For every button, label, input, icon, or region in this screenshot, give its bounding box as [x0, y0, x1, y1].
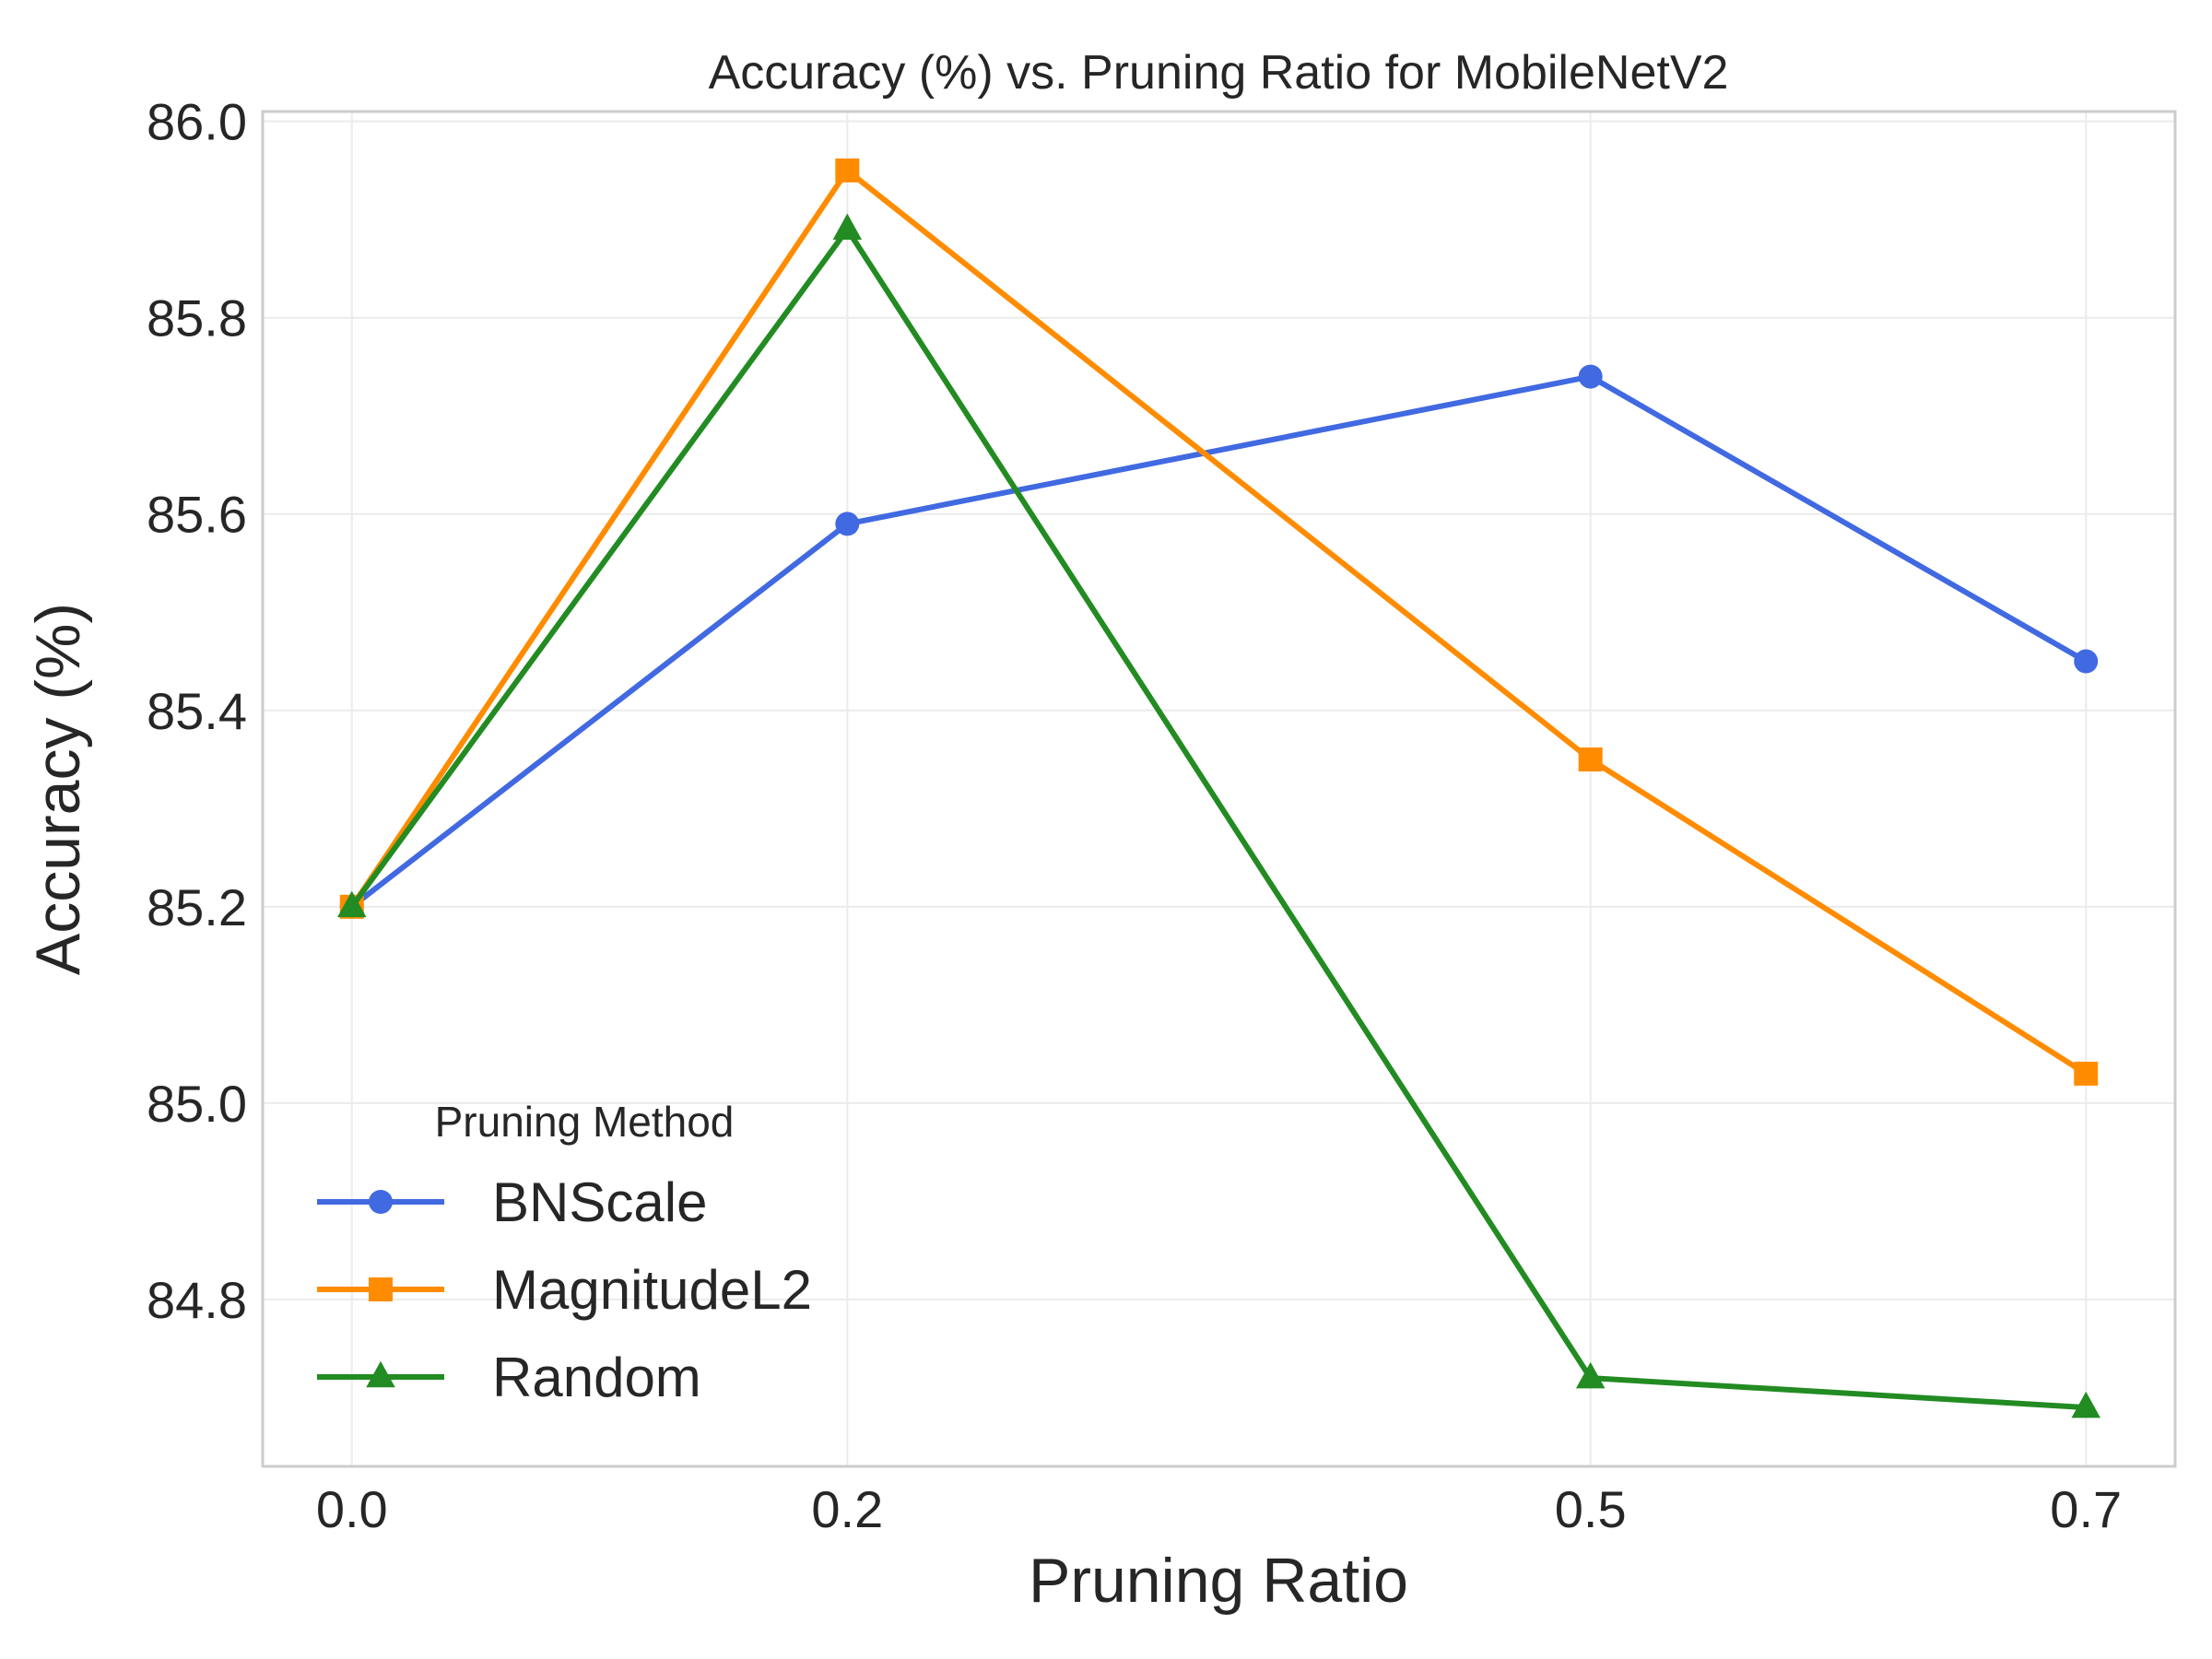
x-axis-label: Pruning Ratio	[1029, 1546, 1408, 1616]
legend-label-bnscale: BNScale	[492, 1171, 707, 1233]
y-tick-label: 85.0	[147, 1075, 247, 1133]
legend-title: Pruning Method	[435, 1098, 735, 1146]
data-point-random	[1575, 1361, 1606, 1389]
legend-label-magnitudel2: MagnitudeL2	[492, 1259, 812, 1321]
y-tick-label: 85.2	[147, 878, 247, 936]
series-line-random	[349, 226, 2087, 1411]
series-layer	[337, 158, 2100, 1418]
legend-label-random: Random	[492, 1347, 701, 1408]
legend: Pruning Method BNScale MagnitudeL2 Random	[317, 1098, 812, 1408]
series-line-magnitudel2	[349, 167, 2088, 1077]
legend-swatch-marker	[366, 1360, 395, 1388]
legend-item-random: Random	[317, 1347, 701, 1408]
data-point-magnitudel2	[835, 158, 860, 182]
legend-swatch-marker	[369, 1190, 393, 1214]
series-bnscale	[339, 364, 2099, 919]
chart-title: Accuracy (%) vs. Pruning Ratio for Mobil…	[709, 46, 1729, 100]
y-tick-label: 85.8	[147, 289, 247, 347]
data-point-magnitudel2	[1578, 747, 1603, 772]
data-point-random	[832, 213, 863, 241]
tick-layer: 0.0 0.2 0.5 0.7 84.8 85.0 85.2 85.4 85.6 85.8 86.0	[147, 93, 2122, 1538]
series-magnitudel2	[339, 158, 2099, 1086]
y-tick-label: 84.8	[147, 1271, 247, 1329]
legend-item-magnitudel2: MagnitudeL2	[317, 1259, 812, 1321]
series-random	[337, 213, 2100, 1418]
data-point-bnscale	[835, 512, 860, 536]
x-tick-label: 0.5	[1555, 1480, 1627, 1538]
x-tick-label: 0.7	[2050, 1480, 2122, 1538]
legend-swatch-marker	[369, 1277, 393, 1301]
y-tick-label: 86.0	[147, 93, 247, 151]
x-tick-label: 0.0	[316, 1480, 388, 1538]
y-axis-label: Accuracy (%)	[23, 603, 93, 975]
plot-frame	[261, 110, 2177, 1468]
data-point-random	[2071, 1391, 2100, 1418]
y-tick-label: 85.6	[147, 486, 247, 544]
data-point-magnitudel2	[2074, 1061, 2099, 1086]
legend-item-bnscale: BNScale	[317, 1171, 707, 1233]
data-point-random	[337, 890, 367, 918]
data-point-bnscale	[2074, 649, 2099, 674]
legend-items: BNScale MagnitudeL2 Random	[317, 1171, 812, 1408]
x-tick-label: 0.2	[811, 1480, 883, 1538]
grid-layer	[263, 112, 2175, 1466]
series-line-bnscale	[349, 373, 2088, 910]
data-point-bnscale	[1578, 364, 1603, 389]
y-tick-label: 85.4	[147, 682, 247, 740]
